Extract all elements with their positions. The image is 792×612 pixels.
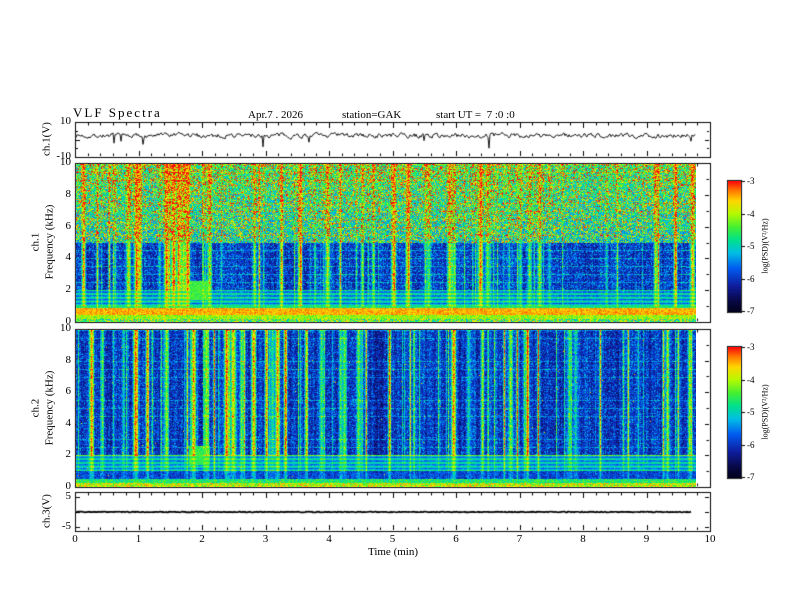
spec2-y-tick-label: 4: [65, 417, 72, 429]
colorbar1-tick-label: -3: [747, 176, 755, 186]
station-label: station=GAK: [342, 109, 402, 121]
colorbar2-tick-label: -6: [747, 440, 755, 450]
spec2-channel-label: ch.2: [29, 398, 42, 418]
x-tick-label: 10: [704, 533, 716, 545]
ch3-wave-y-tick-label: 5: [65, 490, 72, 502]
start-ut-label: start UT = 7 :0 :0: [436, 109, 515, 121]
spec2-y-tick-label: 0: [65, 480, 72, 492]
ch1-wave-y-tick-label: 10: [60, 115, 71, 127]
spec1-frequency-axis-label: Frequency (kHz): [43, 204, 56, 280]
time-axis-label: Time (min): [367, 546, 419, 558]
x-tick-label: 4: [326, 533, 332, 545]
spec1-y-tick-label: 10: [60, 156, 71, 168]
colorbar2-tick-label: -4: [747, 375, 755, 385]
spec1-y-tick-label: 0: [65, 315, 72, 327]
colorbar1-axis-label: log(PSD)(V²/Hz): [760, 218, 770, 274]
spec2-y-tick-label: 8: [65, 354, 72, 366]
colorbar2-tick-label: -7: [747, 472, 755, 482]
spec1-y-tick-label: 6: [65, 220, 72, 232]
colorbar1-tick-label: -6: [747, 274, 755, 284]
spec2-y-tick-label: 10: [60, 322, 71, 334]
x-tick-label: 2: [199, 533, 205, 545]
ch2-spectrogram-canvas: [76, 330, 696, 487]
figure-title: VLF Spectra: [73, 105, 162, 120]
spec2-y-tick-label: 6: [65, 385, 72, 397]
ch1-waveform-canvas: [76, 123, 696, 157]
spec1-y-tick-label: 2: [65, 283, 72, 295]
spec1-y-tick-label: 8: [65, 188, 72, 200]
x-tick-label: 8: [580, 533, 586, 545]
ch1-spectrogram-canvas: [76, 164, 696, 322]
ch1-wave-y-tick-label: -10: [56, 150, 71, 162]
spec2-y-tick-label: 2: [65, 448, 72, 460]
x-tick-label: 1: [135, 533, 142, 545]
ch3-waveform-canvas: [76, 493, 696, 531]
x-tick-label: 9: [643, 533, 650, 545]
colorbar1-tick-label: -5: [747, 241, 755, 251]
x-tick-label: 3: [262, 533, 269, 545]
x-tick-label: 5: [389, 533, 396, 545]
ch3-wave-y-tick-label: -5: [61, 520, 71, 532]
x-tick-label: 0: [72, 533, 78, 545]
colorbar2-axis-label: log(PSD)(V²/Hz): [760, 384, 770, 440]
spec1-channel-label: ch.1: [29, 232, 42, 252]
spec2-frequency-axis-label: Frequency (kHz): [43, 370, 56, 446]
colorbar1-tick-label: -7: [747, 306, 755, 316]
x-tick-label: 6: [453, 533, 459, 545]
colorbar2-tick-label: -5: [747, 407, 755, 417]
colorbar1-tick-label: -4: [747, 209, 755, 219]
x-tick-label: 7: [516, 533, 523, 545]
spec1-y-tick-label: 4: [65, 251, 72, 263]
colorbar2-canvas: [728, 347, 741, 478]
colorbar2-tick-label: -3: [747, 342, 755, 352]
date-label: Apr.7 . 2026: [248, 109, 303, 121]
colorbar1-canvas: [728, 181, 741, 312]
